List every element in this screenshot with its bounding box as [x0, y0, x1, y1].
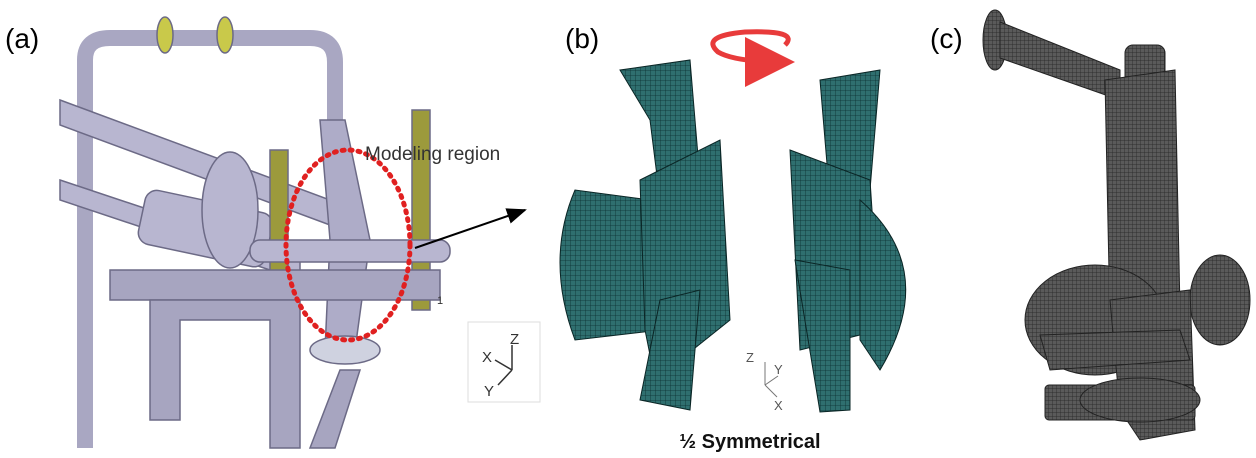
arrow: [415, 210, 525, 248]
axis-label: X: [482, 349, 492, 366]
axis-label: Y: [484, 383, 494, 400]
panel-a: (a) Modeling region 1 X Z Y: [5, 17, 540, 448]
panel-label: (c): [930, 23, 963, 54]
panel-label: (a): [5, 23, 39, 54]
panel-b: (b) Z Y X ½ Symmetrical: [560, 23, 906, 453]
axis-triad: Z Y X: [746, 350, 783, 413]
figure: (a) Modeling region 1 X Z Y (b) Z Y: [0, 0, 1256, 458]
mesh-model: [983, 10, 1250, 440]
caption: ½ Symmetrical: [679, 431, 820, 453]
annotation: Modeling region: [365, 144, 500, 165]
axis-label: Y: [774, 362, 783, 377]
marker-label: 1: [437, 295, 443, 307]
axis-label: Z: [510, 331, 519, 348]
cad-model: [60, 17, 450, 448]
rotation-arrow: [713, 32, 788, 62]
panel-c: (c): [930, 10, 1250, 440]
panel-label: (b): [565, 23, 599, 54]
axis-label: Z: [746, 350, 754, 365]
mesh-model: [560, 60, 906, 412]
axis-triad: X Z Y: [468, 322, 540, 402]
axis-label: X: [774, 398, 783, 413]
